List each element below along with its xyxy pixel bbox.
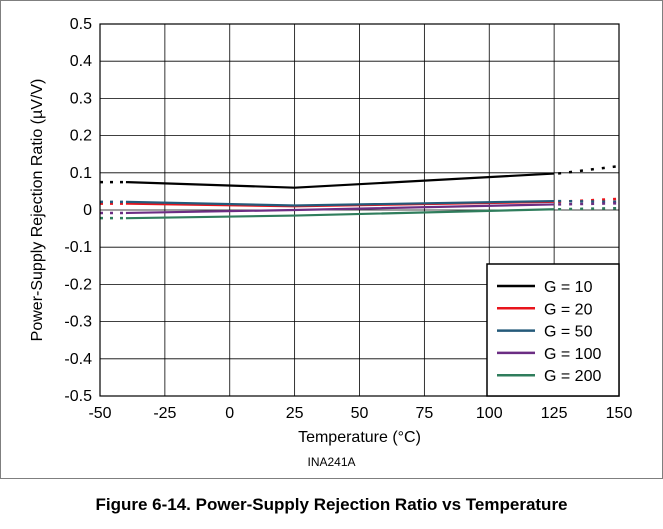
x-tick-label: 150 <box>606 405 633 422</box>
series-line <box>125 208 555 220</box>
series-g-10 <box>100 164 620 189</box>
series-extrapolation-end <box>558 199 620 204</box>
y-tick-label: -0.5 <box>64 388 92 405</box>
y-tick-label: -0.1 <box>64 239 92 256</box>
y-tick-label: 0 <box>83 202 92 219</box>
y-axis-label: Power-Supply Rejection Ratio (µV/V) <box>29 79 46 342</box>
source-label: INA241A <box>307 455 356 469</box>
y-tick-label: -0.3 <box>64 314 92 331</box>
x-tick-label: -50 <box>88 405 111 422</box>
series-extrapolation-end <box>558 202 620 206</box>
legend-label: G = 200 <box>544 368 601 385</box>
series-g-100 <box>100 202 620 215</box>
y-tick-label: 0.4 <box>70 53 92 70</box>
x-tick-label: 75 <box>415 405 433 422</box>
x-tick-label: 100 <box>476 405 503 422</box>
series-g-50 <box>100 199 620 207</box>
y-tick-label: 0.3 <box>70 90 92 107</box>
series-line <box>125 203 555 215</box>
series-extrapolation-end <box>558 197 620 204</box>
y-tick-label: -0.2 <box>64 276 92 293</box>
y-tick-label: 0.2 <box>70 128 92 145</box>
figure-caption: Figure 6-14. Power-Supply Rejection Rati… <box>95 495 568 514</box>
axis-ticks: -50 -25 0 25 50 75 100 125 150 0.5 0.4 0.3 0.2 0.1 0 -0… <box>64 16 632 422</box>
x-tick-label: 125 <box>541 405 568 422</box>
legend-label: G = 100 <box>544 346 601 363</box>
series-line <box>125 172 555 189</box>
legend-label: G = 20 <box>544 301 593 318</box>
series-line <box>125 199 555 207</box>
x-tick-label: 25 <box>286 405 304 422</box>
y-tick-label: 0.1 <box>70 165 92 182</box>
series-g-200 <box>100 206 620 220</box>
x-axis-label: Temperature (°C) <box>298 429 421 446</box>
y-tick-label: -0.4 <box>64 351 92 368</box>
x-tick-label: 50 <box>351 405 369 422</box>
plot-area-border <box>99 23 620 397</box>
legend-label: G = 10 <box>544 279 593 296</box>
x-tick-label: 0 <box>225 405 234 422</box>
series-extrapolation-end <box>558 206 620 211</box>
psrr-line-chart: -50 -25 0 25 50 75 100 125 150 0.5 0.4 0.3 0.2 0.1 0 -0… <box>29 16 632 446</box>
x-tick-label: -25 <box>153 405 176 422</box>
chart-legend: G = 10 G = 20 G = 50 G = 100 G = 200 <box>486 263 620 397</box>
legend-label: G = 50 <box>544 324 593 341</box>
chart-series <box>100 164 620 220</box>
y-tick-label: 0.5 <box>70 16 92 33</box>
